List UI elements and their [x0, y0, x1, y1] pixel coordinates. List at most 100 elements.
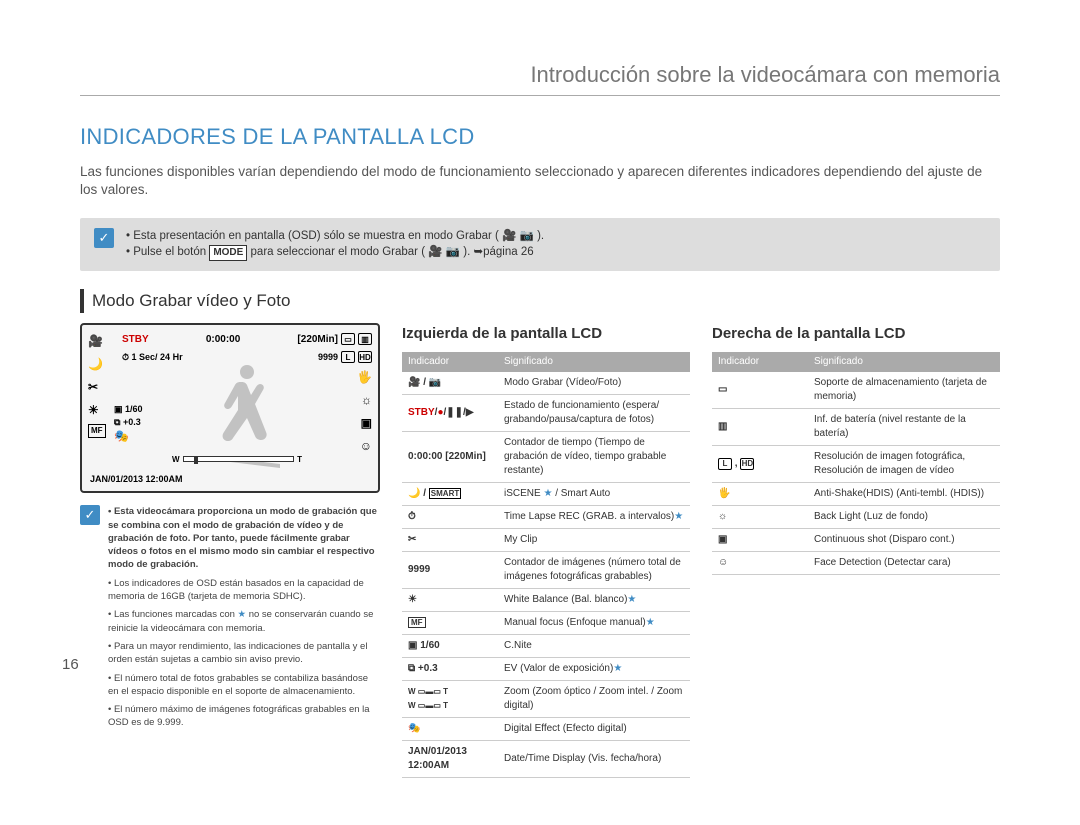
indicator-cell: 9999: [402, 552, 498, 589]
table-row: 🖐Anti-Shake(HDIS) (Anti-tembl. (HDIS)): [712, 483, 1000, 506]
backlight-icon: ☼: [361, 392, 372, 409]
table-row: W ▭▬▭ TW ▭▬▭ TZoom (Zoom óptico / Zoom i…: [402, 681, 690, 718]
th-significado: Significado: [808, 352, 1000, 372]
th-indicador: Indicador: [712, 352, 808, 372]
indicator-cell: STBY/●/❚❚/▶: [402, 395, 498, 432]
left-table-title: Izquierda de la pantalla LCD: [402, 323, 690, 344]
info-item: Esta presentación en pantalla (OSD) sólo…: [126, 228, 544, 244]
meaning-cell: Modo Grabar (Vídeo/Foto): [498, 372, 690, 395]
meaning-cell: Back Light (Luz de fondo): [808, 506, 1000, 529]
left-indicator-table: Indicador Significado 🎥 / 📷Modo Grabar (…: [402, 352, 690, 778]
meaning-cell: Soporte de almacenamiento (tarjeta de me…: [808, 372, 1000, 409]
table-row: L , HDResolución de imagen fotográfica, …: [712, 446, 1000, 483]
indicator-cell: ▭: [712, 372, 808, 409]
lcd-imgcount: 9999: [318, 351, 338, 364]
indicator-cell: ▣ 1/60: [402, 635, 498, 658]
lcd-notes: ✓ Esta videocámara proporciona un modo d…: [80, 505, 380, 734]
face-icon: ☺: [360, 438, 372, 455]
th-indicador: Indicador: [402, 352, 498, 372]
indicator-cell: 0:00:00 [220Min]: [402, 432, 498, 483]
indicator-cell: ⧉ +0.3: [402, 658, 498, 681]
lcd-date: JAN/01/2013 12:00AM: [90, 473, 183, 486]
table-row: ▭Soporte de almacenamiento (tarjeta de m…: [712, 372, 1000, 409]
indicator-cell: ☺: [712, 552, 808, 575]
table-row: 🎥 / 📷Modo Grabar (Vídeo/Foto): [402, 372, 690, 395]
effect-icon: 🎭: [114, 429, 129, 443]
table-row: ⏱Time Lapse REC (GRAB. a intervalos)★: [402, 506, 690, 529]
table-row: ☺Face Detection (Detectar cara): [712, 552, 1000, 575]
lcd-note-item: El número máximo de imágenes fotográfica…: [108, 703, 380, 730]
meaning-cell: My Clip: [498, 529, 690, 552]
main-title: INDICADORES DE LA PANTALLA LCD: [80, 122, 1000, 153]
mode-button-label: MODE: [209, 245, 247, 261]
table-row: ☀White Balance (Bal. blanco)★: [402, 589, 690, 612]
th-significado: Significado: [498, 352, 690, 372]
table-row: 9999Contador de imágenes (número total d…: [402, 552, 690, 589]
table-row: ▣ 1/60C.Nite: [402, 635, 690, 658]
chapter-title: Introducción sobre la videocámara con me…: [80, 60, 1000, 91]
mf-icon: MF: [88, 424, 106, 437]
info-item: Pulse el botón MODE para seleccionar el …: [126, 244, 544, 261]
meaning-cell: EV (Valor de exposición)★: [498, 658, 690, 681]
table-row: 0:00:00 [220Min]Contador de tiempo (Tiem…: [402, 432, 690, 483]
note-icon: ✓: [94, 228, 114, 248]
table-row: ✂My Clip: [402, 529, 690, 552]
indicator-cell: 🎥 / 📷: [402, 372, 498, 395]
indicator-cell: ☀: [402, 589, 498, 612]
lcd-mock: STBY 0:00:00 [220Min] ⏱ 1 Sec/ 24 Hr 999…: [80, 323, 380, 493]
indicator-cell: 🌙 / SMART: [402, 483, 498, 506]
meaning-cell: C.Nite: [498, 635, 690, 658]
table-row: 🌙 / SMARTiSCENE ★ / Smart Auto: [402, 483, 690, 506]
indicator-cell: ▣: [712, 529, 808, 552]
meaning-cell: Inf. de batería (nivel restante de la ba…: [808, 409, 1000, 446]
meaning-cell: Continuous shot (Disparo cont.): [808, 529, 1000, 552]
meaning-cell: Date/Time Display (Vis. fecha/hora): [498, 741, 690, 778]
table-row: JAN/01/2013 12:00AMDate/Time Display (Vi…: [402, 741, 690, 778]
section-title: Modo Grabar vídeo y Foto: [80, 289, 1000, 313]
table-row: STBY/●/❚❚/▶Estado de funcionamiento (esp…: [402, 395, 690, 432]
table-row: ▣Continuous shot (Disparo cont.): [712, 529, 1000, 552]
lcd-note-item: Esta videocámara proporciona un modo de …: [108, 505, 380, 571]
wb-icon: ☀: [88, 402, 99, 419]
zoom-bar: WT: [172, 455, 302, 463]
right-indicator-table: Indicador Significado ▭Soporte de almace…: [712, 352, 1000, 575]
indicator-cell: ✂: [402, 529, 498, 552]
table-row: ⧉ +0.3EV (Valor de exposición)★: [402, 658, 690, 681]
video-icon: 🎥: [88, 333, 103, 350]
indicator-cell: ⏱: [402, 506, 498, 529]
table-row: 🎭Digital Effect (Efecto digital): [402, 718, 690, 741]
indicator-cell: W ▭▬▭ TW ▭▬▭ T: [402, 681, 498, 718]
indicator-cell: MF: [402, 612, 498, 635]
indicator-cell: 🖐: [712, 483, 808, 506]
table-row: ▥Inf. de batería (nivel restante de la b…: [712, 409, 1000, 446]
meaning-cell: Zoom (Zoom óptico / Zoom intel. / Zoom d…: [498, 681, 690, 718]
meaning-cell: Time Lapse REC (GRAB. a intervalos)★: [498, 506, 690, 529]
antishake-icon: 🖐: [357, 369, 372, 386]
meaning-cell: Manual focus (Enfoque manual)★: [498, 612, 690, 635]
lcd-remain: [220Min]: [297, 333, 338, 347]
lcd-note-item: Las funciones marcadas con ★ no se conse…: [108, 608, 380, 635]
clip-icon: ✂: [88, 379, 98, 396]
table-row: ☼Back Light (Luz de fondo): [712, 506, 1000, 529]
indicator-cell: 🎭: [402, 718, 498, 741]
meaning-cell: Estado de funcionamiento (espera/ graban…: [498, 395, 690, 432]
meaning-cell: iSCENE ★ / Smart Auto: [498, 483, 690, 506]
skater-silhouette: [202, 360, 292, 470]
lcd-note-item: Para un mayor rendimiento, las indicacio…: [108, 640, 380, 667]
meaning-cell: Resolución de imagen fotográfica, Resolu…: [808, 446, 1000, 483]
page-number: 16: [62, 654, 79, 675]
indicator-cell: ☼: [712, 506, 808, 529]
indicator-cell: JAN/01/2013 12:00AM: [402, 741, 498, 778]
lcd-time: 0:00:00: [206, 333, 240, 347]
right-table-title: Derecha de la pantalla LCD: [712, 323, 1000, 344]
table-row: MFManual focus (Enfoque manual)★: [402, 612, 690, 635]
divider: [80, 95, 1000, 96]
lcd-stby: STBY: [122, 333, 149, 347]
meaning-cell: Anti-Shake(HDIS) (Anti-tembl. (HDIS)): [808, 483, 1000, 506]
info-box: ✓ Esta presentación en pantalla (OSD) só…: [80, 218, 1000, 271]
battery-icon: ▥: [358, 333, 372, 345]
note-icon: ✓: [80, 505, 100, 525]
meaning-cell: Digital Effect (Efecto digital): [498, 718, 690, 741]
continuous-icon: ▣: [361, 415, 372, 432]
lcd-note-item: Los indicadores de OSD están basados en …: [108, 577, 380, 604]
